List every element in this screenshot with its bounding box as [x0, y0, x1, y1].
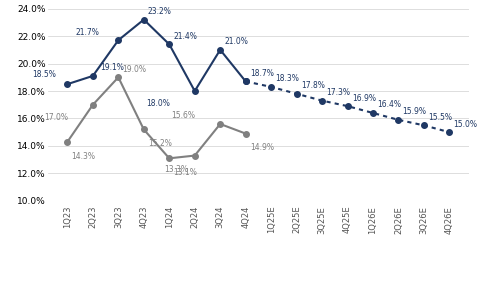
- Text: 16.4%: 16.4%: [377, 100, 401, 109]
- Text: 19.0%: 19.0%: [123, 65, 146, 74]
- Text: 18.0%: 18.0%: [146, 99, 170, 108]
- Text: 15.5%: 15.5%: [428, 113, 452, 122]
- Text: 13.1%: 13.1%: [173, 168, 198, 177]
- Text: 15.9%: 15.9%: [403, 107, 426, 116]
- Text: 18.7%: 18.7%: [250, 69, 274, 78]
- Text: 15.6%: 15.6%: [171, 111, 195, 121]
- Text: 14.3%: 14.3%: [71, 152, 96, 160]
- Text: 15.0%: 15.0%: [454, 120, 478, 129]
- Text: 15.2%: 15.2%: [148, 139, 172, 148]
- Text: 21.0%: 21.0%: [225, 37, 248, 46]
- Text: 18.5%: 18.5%: [32, 70, 57, 79]
- Text: 13.3%: 13.3%: [164, 165, 188, 174]
- Text: 17.0%: 17.0%: [44, 113, 68, 122]
- Text: 19.1%: 19.1%: [100, 63, 124, 72]
- Legend: North America OPM, International segment OPM: North America OPM, International segment…: [117, 286, 400, 287]
- Text: 17.8%: 17.8%: [301, 81, 325, 90]
- Text: 23.2%: 23.2%: [148, 7, 172, 16]
- Text: 21.4%: 21.4%: [173, 32, 198, 41]
- Text: 18.3%: 18.3%: [275, 74, 299, 83]
- Text: 17.3%: 17.3%: [326, 88, 350, 97]
- Text: 21.7%: 21.7%: [75, 28, 99, 37]
- Text: 14.9%: 14.9%: [250, 143, 274, 152]
- Text: 16.9%: 16.9%: [352, 94, 376, 102]
